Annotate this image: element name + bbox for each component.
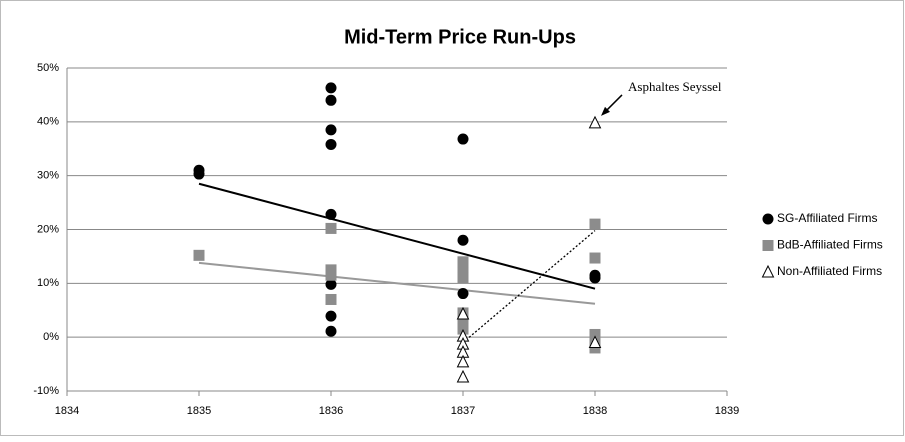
point	[456, 306, 470, 320]
point	[325, 82, 337, 94]
legend-label: SG-Affiliated Firms	[777, 211, 877, 225]
chart-title: Mid-Term Price Run-Ups	[344, 26, 576, 48]
point	[589, 252, 601, 264]
point	[325, 208, 337, 220]
point	[588, 335, 602, 349]
legend-label: BdB-Affiliated Firms	[777, 238, 883, 252]
legend-marker	[762, 213, 774, 225]
y-tick-label: 30%	[37, 170, 59, 182]
trendline	[462, 230, 596, 344]
point	[325, 269, 337, 281]
trendline	[198, 182, 596, 290]
legend-marker	[761, 264, 775, 278]
point	[456, 369, 470, 383]
point	[457, 272, 469, 284]
x-tick-label: 1835	[187, 405, 211, 417]
x-tick-label: 1834	[55, 405, 79, 417]
point	[456, 354, 470, 368]
y-tick-label: 50%	[37, 62, 59, 74]
x-tick-label: 1838	[583, 405, 607, 417]
point	[325, 310, 337, 322]
x-tick-label: 1839	[715, 405, 739, 417]
point	[325, 293, 337, 305]
y-tick-label: 0%	[43, 331, 59, 343]
point	[589, 218, 601, 230]
x-tick-label: 1836	[319, 405, 343, 417]
point	[325, 325, 337, 337]
y-tick-label: 40%	[37, 116, 59, 128]
point	[325, 124, 337, 136]
point	[193, 249, 205, 261]
x-tick-label: 1837	[451, 405, 475, 417]
point	[325, 278, 337, 290]
point	[589, 272, 601, 284]
point	[457, 133, 469, 145]
point	[589, 328, 601, 340]
annotation: Asphaltes Seyssel	[628, 79, 722, 94]
y-tick-label: 20%	[37, 223, 59, 235]
point	[588, 115, 602, 129]
point	[325, 222, 337, 234]
y-tick-label: 10%	[37, 277, 59, 289]
point	[325, 138, 337, 150]
legend-marker	[762, 240, 774, 251]
arrow-head	[601, 106, 610, 116]
point	[457, 234, 469, 246]
point	[193, 168, 205, 180]
point	[325, 94, 337, 106]
y-tick-label: -10%	[33, 385, 59, 397]
point	[457, 288, 469, 300]
legend-label: Non-Affiliated Firms	[777, 264, 882, 278]
trendline	[198, 261, 596, 305]
